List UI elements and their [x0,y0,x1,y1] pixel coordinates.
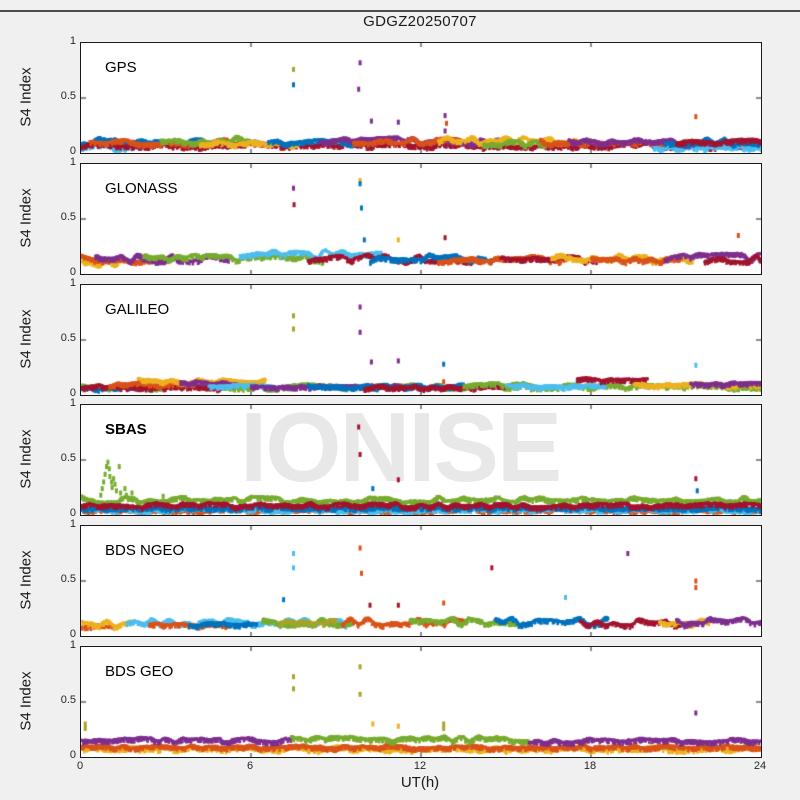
y-axis-label-sbas: S4 Index [17,429,35,489]
panel-canvas-sbas [81,405,761,515]
y-tick-label: 0.5 [60,211,76,223]
y-tick-label: 0.5 [60,90,76,102]
panel-bds-ngeo: BDS NGEO [80,525,762,637]
panel-label-sbas: SBAS [105,421,147,438]
panel-canvas-bds-ngeo [81,526,761,636]
y-tick-label: 0.5 [60,452,76,464]
y-tick-label: 0 [69,507,76,519]
x-tick-label: 0 [76,760,84,772]
panel-label-galileo: GALILEO [105,301,170,318]
y-tick-label: 1 [69,639,76,651]
y-tick-label: 0 [69,749,76,761]
plot-title: GDGZ20250707 [363,13,477,30]
x-tick-label: 24 [753,760,767,772]
y-axis-label-glonass: S4 Index [17,188,35,248]
panel-gps: GPS [80,42,762,154]
y-tick-label: 1 [69,518,76,530]
panel-canvas-galileo [81,285,761,395]
y-tick-label: 1 [69,156,76,168]
panel-bds-geo: BDS GEO [80,646,762,758]
y-tick-label: 1 [69,277,76,289]
panel-canvas-glonass [81,164,761,274]
y-axis-label-galileo: S4 Index [17,309,35,369]
y-tick-label: 0.5 [60,573,76,585]
panel-sbas: SBAS [80,404,762,516]
panel-label-gps: GPS [105,59,137,76]
x-tick-label: 6 [246,760,254,772]
y-tick-label: 0.5 [60,332,76,344]
panel-galileo: GALILEO [80,284,762,396]
y-tick-label: 0 [69,387,76,399]
panel-glonass: GLONASS [80,163,762,275]
panel-canvas-bds-geo [81,647,761,757]
y-tick-label: 1 [69,35,76,47]
panel-label-bds-ngeo: BDS NGEO [105,542,185,559]
y-tick-label: 0 [69,628,76,640]
y-tick-label: 0 [69,145,76,157]
panel-label-glonass: GLONASS [105,180,178,197]
y-axis-label-gps: S4 Index [17,67,35,127]
panel-canvas-gps [81,43,761,153]
y-axis-label-bds-ngeo: S4 Index [17,550,35,610]
panel-label-bds-geo: BDS GEO [105,663,174,680]
x-tick-label: 12 [413,760,427,772]
x-axis-label: UT(h) [400,774,440,791]
y-tick-label: 1 [69,397,76,409]
x-tick-label: 18 [583,760,597,772]
y-tick-label: 0 [69,266,76,278]
y-axis-label-bds-geo: S4 Index [17,671,35,731]
y-tick-label: 0.5 [60,694,76,706]
window-top-edge [0,10,800,12]
